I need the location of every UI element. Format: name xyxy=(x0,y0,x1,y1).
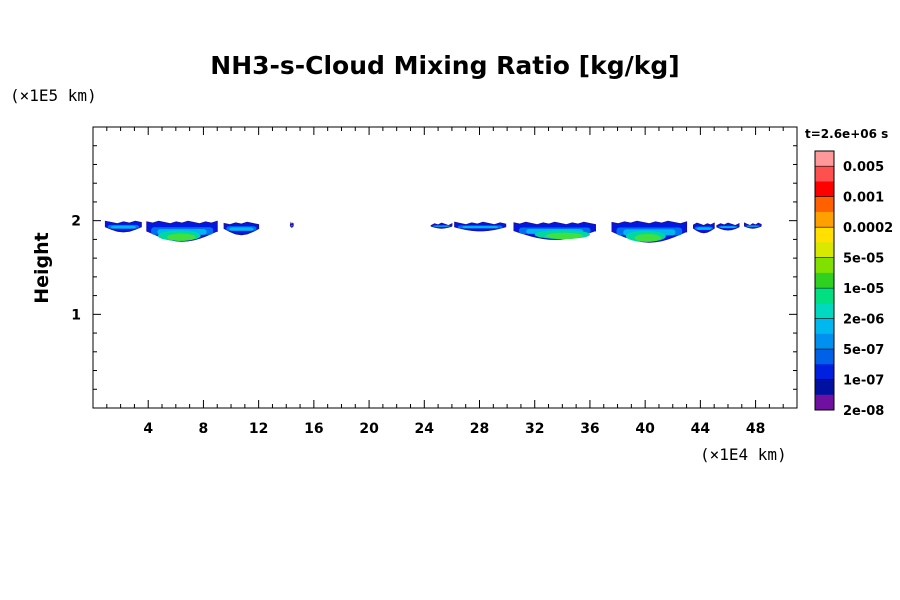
colorbar-label: 0.0002 xyxy=(843,221,893,236)
colorbar-label: 1e-05 xyxy=(843,282,884,297)
colorbar-segment xyxy=(815,151,834,167)
colorbar-label: 0.005 xyxy=(843,160,884,175)
cloud-cyan xyxy=(290,225,293,227)
cloud-cyan xyxy=(462,226,499,229)
colorbar-segment xyxy=(815,379,834,396)
colorbar-label: 5e-05 xyxy=(843,252,884,267)
colorbar-label: 5e-07 xyxy=(843,343,884,358)
colorbar-label: 2e-06 xyxy=(843,313,884,328)
cloud-patch-6 xyxy=(513,221,597,240)
cloud-cyan xyxy=(696,227,712,230)
colorbar-segment xyxy=(815,303,834,319)
cloud-patch-4 xyxy=(430,222,453,229)
colorbar-segment xyxy=(815,318,834,335)
colorbar-label: 1e-07 xyxy=(843,374,884,389)
plot-frame xyxy=(92,126,798,409)
y-unit-label: (×1E5 km) xyxy=(10,86,97,105)
x-tick-label: 12 xyxy=(249,421,268,437)
y-tick-label: 1 xyxy=(71,307,81,323)
cloud-cyan xyxy=(229,227,254,231)
colorbar-segment xyxy=(815,349,834,365)
colorbar-segment xyxy=(815,196,834,213)
x-tick-label: 20 xyxy=(359,421,379,437)
colorbar-label: 2e-08 xyxy=(843,404,884,419)
cloud-cyan xyxy=(434,225,449,227)
cloud-patch-8 xyxy=(692,222,715,234)
y-tick-label: 2 xyxy=(71,214,81,230)
cloud-core-green xyxy=(545,232,583,240)
x-tick-label: 32 xyxy=(525,421,544,437)
x-unit-label: (×1E4 km) xyxy=(700,445,787,464)
cloud-patch-10 xyxy=(743,222,762,229)
colorbar-segment xyxy=(815,364,834,380)
cloud-patch-1 xyxy=(146,220,218,242)
cloud-patch-5 xyxy=(454,221,507,232)
x-tick-label: 48 xyxy=(746,421,765,437)
colorbar-segment xyxy=(815,211,834,228)
colorbar-segment xyxy=(815,333,834,350)
time-label: t=2.6e+06 s xyxy=(805,127,888,141)
x-tick-label: 36 xyxy=(580,421,599,437)
cloud-cyan xyxy=(110,225,136,229)
chart-title: NH3-s-Cloud Mixing Ratio [kg/kg] xyxy=(210,51,679,80)
x-tick-label: 8 xyxy=(199,421,209,437)
cloud-cyan xyxy=(720,226,736,229)
x-tick-label: 28 xyxy=(470,421,489,437)
x-tick-label: 16 xyxy=(304,421,323,437)
colorbar-segment xyxy=(815,288,834,304)
colorbar-segment xyxy=(815,166,834,182)
cloud-core-green xyxy=(167,233,196,241)
cloud-patch-0 xyxy=(104,220,142,233)
colorbar-segment xyxy=(815,257,834,274)
cloud-patch-7 xyxy=(611,220,688,243)
colorbar-segment xyxy=(815,181,834,198)
cloud-core-green xyxy=(634,234,662,242)
colorbar-segment xyxy=(815,394,834,411)
x-tick-label: 4 xyxy=(143,421,153,437)
cloud-outer xyxy=(289,221,294,228)
x-tick-label: 24 xyxy=(415,421,435,437)
colorbar-label: 0.001 xyxy=(843,191,884,206)
cloud-patch-9 xyxy=(716,222,740,231)
colorbar-segment xyxy=(815,272,834,289)
cloud-patch-2 xyxy=(223,221,260,236)
x-tick-label: 44 xyxy=(691,421,711,437)
cloud-patch-3 xyxy=(289,221,294,228)
x-tick-label: 40 xyxy=(635,421,655,437)
colorbar: 0.005 0.001 0.0002 5e-05 1e-05 2e-06 5e-07 1e-0… xyxy=(814,150,893,419)
cloud-cyan xyxy=(747,225,759,227)
colorbar-segment xyxy=(815,227,834,243)
y-axis-label: Height xyxy=(31,232,53,304)
colorbar-segment xyxy=(815,242,834,259)
